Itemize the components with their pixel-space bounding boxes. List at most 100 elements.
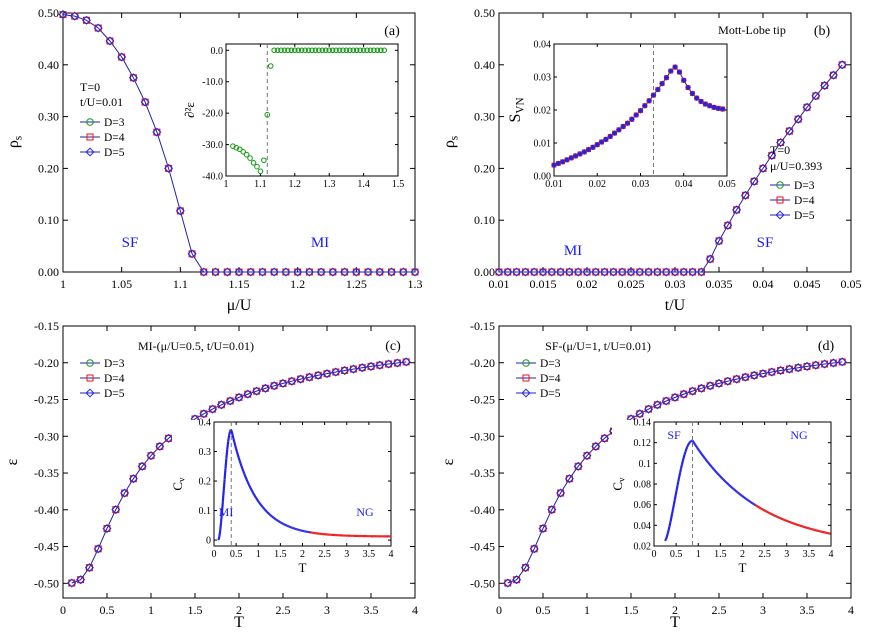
inset-data-point [577,151,583,157]
data-point [388,268,396,276]
data-point [164,163,174,173]
legend-marker [522,359,530,367]
inset-line-segment [678,472,682,478]
inset-line-segment [681,457,685,462]
x-tick-label: 1.5 [624,603,639,617]
x-tick-label: 1 [60,277,66,291]
data-point [662,268,670,276]
data-point [644,267,654,277]
data-point [328,267,338,277]
inset-data-point [711,104,717,111]
data-point [530,545,538,553]
inset-line-segment [673,494,677,500]
legend-marker [776,196,784,204]
inset-line-segment [734,489,737,492]
x-tick-label: 3.5 [364,603,379,617]
data-point [279,379,287,387]
data-point [120,488,130,498]
legend-label: D=3 [104,117,125,129]
data-point [102,524,112,534]
inset-line-segment [750,501,753,504]
y-axis-title: ε [440,458,457,465]
annotation: T=0 [770,143,790,157]
data-point [812,361,820,369]
inset-line-segment [756,505,759,508]
inset-line-segment [736,491,740,494]
chart-title: SF-(μ/U=1, t/U=0.01) [545,339,651,353]
inset-line-segment [234,445,238,450]
y-tick-label: 0.30 [474,110,495,124]
data-point [803,362,811,370]
inset-line-segment [753,503,756,507]
inset-data-point [309,47,315,54]
data-point [165,164,173,172]
data-point [636,268,644,276]
data-point [278,378,288,388]
data-point [802,102,812,112]
data-point [601,268,609,276]
data-point [258,268,266,276]
data-point [376,268,384,276]
inset-line-segment [728,484,732,488]
inset-line-segment [275,518,278,521]
data-point [733,375,741,383]
data-point [84,563,94,573]
data-point [81,15,91,25]
x-tick-label: 4 [389,549,394,560]
x-tick-label: 1.5 [392,179,405,190]
inset-line-segment [731,487,734,490]
inset-line-segment [269,514,273,517]
y-tick-label: 0.03 [534,73,552,84]
inset-data-point [642,102,648,109]
data-point [494,267,504,277]
inset-a: 1 1.1 1.2 1.3 1.4 1.5 -40.0 -30.0 -20.0 -10.0 0.0 ∂… [182,42,404,192]
data-point [141,98,149,106]
data-point [661,267,671,277]
x-tick-label: 0 [212,549,217,560]
data-point [332,368,340,376]
panel-c: 0 0.5 1 1.5 2 2.5 3 3.5 4 -0.50 -0.45 -0.40 -0.35 -0.… [4,319,418,631]
data-point [706,382,714,390]
x-tick-label: 0.01 [545,179,563,190]
y-tick-label: 0.40 [474,58,495,72]
inset-line-segment [739,493,742,497]
x-tick-label: 2 [740,549,745,560]
inset-line-segment [725,481,728,484]
inset-line-segment [252,493,256,497]
data-point [740,372,750,382]
inset-data-point [663,74,670,81]
data-point [529,544,539,554]
inset-line-segment [688,441,691,445]
inset-line-segment [683,451,687,455]
x-tick-label: 4 [848,603,854,617]
legend-label: D=4 [104,132,125,144]
data-point [662,397,670,405]
inset-line-segment [666,529,670,534]
data-point [768,151,776,159]
data-point [153,128,161,136]
chart-title: MI-(μ/U=0.5, t/U=0.01) [138,339,254,353]
data-point [93,23,103,33]
inset-data-point [676,69,683,75]
data-point [838,61,846,69]
data-point [270,382,278,390]
data-point [592,268,600,276]
data-point [304,372,314,382]
data-point [776,137,786,148]
inset-data-point [357,47,363,54]
inset-data-point [568,155,575,161]
x-tick-label: 0.05 [718,179,736,190]
data-point [270,268,278,276]
inset-line-segment [751,501,754,505]
inset-line-segment [677,476,681,482]
data-point [199,267,209,277]
data-point [155,441,165,451]
y-tick-label: 0.3 [199,447,212,458]
data-point [547,267,557,277]
inset-line-segment [686,444,690,448]
inset-line-segment [261,506,265,509]
inset-line-segment [244,477,248,481]
inset-line-segment [267,512,270,515]
y-tick-label: -0.20 [34,356,59,370]
x-tick-label: 1 [224,179,229,190]
